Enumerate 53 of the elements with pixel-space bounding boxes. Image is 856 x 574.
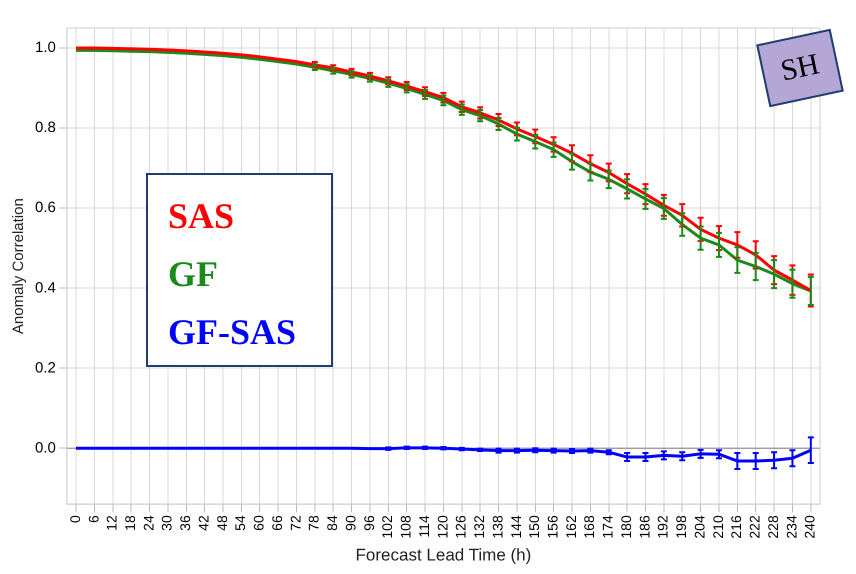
x-tick-label: 168 xyxy=(581,515,598,539)
x-tick-label: 216 xyxy=(728,515,744,539)
x-tick-label: 186 xyxy=(636,515,652,539)
x-tick-label: 132 xyxy=(471,515,488,539)
text: SAS xyxy=(168,195,236,238)
x-tick-label: 222 xyxy=(746,515,763,539)
x-tick-label: 96 xyxy=(360,515,377,531)
x-tick-label: 138 xyxy=(489,515,506,539)
x-tick-label: 210 xyxy=(710,515,726,539)
x-tick-label: 12 xyxy=(104,515,120,531)
x-tick-label: 90 xyxy=(342,515,358,531)
x-tick-label: 30 xyxy=(158,515,175,531)
x-tick-label: 42 xyxy=(195,515,212,531)
text: GF-SAS xyxy=(168,311,298,354)
x-tick-label: 18 xyxy=(122,515,138,531)
y-tick-label: 0.0 xyxy=(34,439,56,456)
x-tick-label: 54 xyxy=(232,515,248,531)
x-tick-label: 240 xyxy=(802,515,818,539)
x-tick-label: 0 xyxy=(66,515,83,524)
y-axis-title: Anomaly Correlation xyxy=(10,198,28,334)
x-axis-title: Forecast Lead Time (h) xyxy=(356,545,532,564)
x-tick-label: 108 xyxy=(398,515,414,539)
x-tick-label: 6 xyxy=(85,515,102,524)
y-tick-label: 0.8 xyxy=(34,119,56,136)
x-tick-label: 120 xyxy=(434,515,450,539)
x-tick-label: 66 xyxy=(268,515,285,531)
x-tick-label: 198 xyxy=(673,515,690,539)
x-tick-label: 78 xyxy=(306,515,322,531)
y-tick-label: 0.2 xyxy=(34,359,56,376)
x-tick-label: 192 xyxy=(654,515,671,539)
x-tick-label: 72 xyxy=(287,515,304,531)
x-tick-label: 234 xyxy=(783,515,800,539)
x-tick-label: 204 xyxy=(691,515,708,539)
label-card: SH xyxy=(756,28,844,108)
x-tick-label: 84 xyxy=(324,515,340,531)
x-tick-label: 36 xyxy=(177,515,194,531)
y-tick-label: 0.4 xyxy=(34,279,56,296)
x-tick-label: 114 xyxy=(416,515,432,538)
x-tick-label: 156 xyxy=(544,515,560,539)
y-tick-label: 0.6 xyxy=(34,199,56,216)
x-tick-label: 24 xyxy=(140,515,156,531)
x-tick-label: 180 xyxy=(618,515,634,539)
x-tick-label: 144 xyxy=(508,515,524,539)
x-tick-label: 228 xyxy=(764,515,781,539)
x-tick-label: 102 xyxy=(379,515,396,539)
x-tick-label: 174 xyxy=(600,515,616,539)
x-tick-label: 162 xyxy=(562,515,579,539)
text: GF xyxy=(168,253,219,296)
x-tick-label: 60 xyxy=(250,515,267,531)
x-tick-label: 126 xyxy=(452,515,469,539)
y-tick-label: 1.0 xyxy=(34,39,56,56)
x-tick-label: 150 xyxy=(526,515,542,539)
x-tick-label: 48 xyxy=(214,515,230,531)
